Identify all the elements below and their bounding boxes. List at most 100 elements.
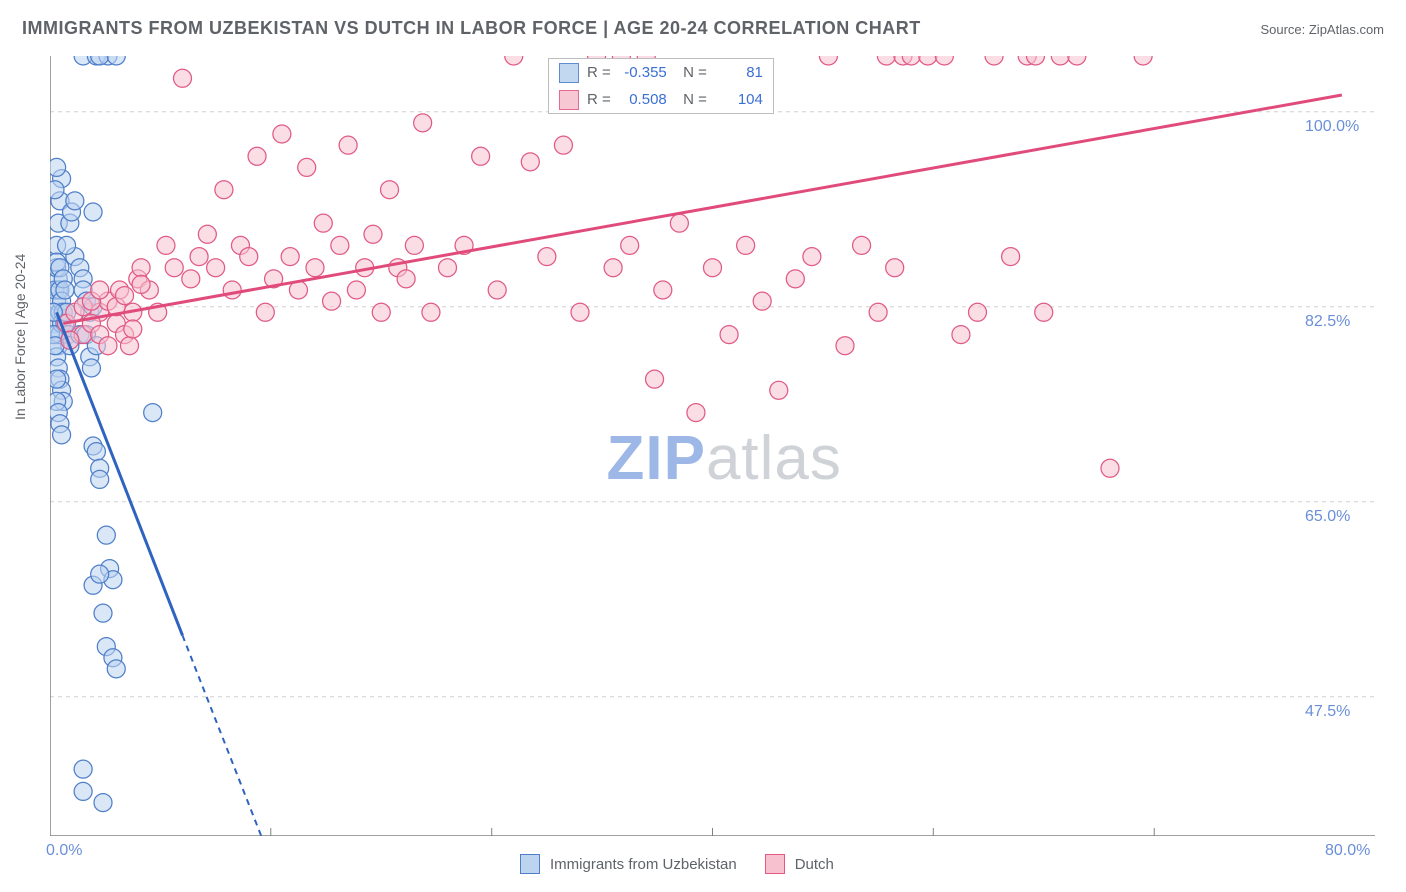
stats-swatch-dutch <box>559 90 579 110</box>
trendline-dutch <box>63 95 1342 323</box>
data-point-dutch <box>1002 248 1020 266</box>
data-point-dutch <box>952 326 970 344</box>
stats-r-label: R = <box>587 91 611 108</box>
y-tick-label: 65.0% <box>1305 508 1350 526</box>
data-point-dutch <box>364 225 382 243</box>
data-point-uzbekistan <box>50 370 66 388</box>
data-point-dutch <box>215 181 233 199</box>
x-tick-label: 80.0% <box>1325 842 1370 860</box>
data-point-uzbekistan <box>56 281 74 299</box>
data-point-dutch <box>397 270 415 288</box>
data-point-dutch <box>803 248 821 266</box>
data-point-uzbekistan <box>53 426 71 444</box>
data-point-dutch <box>132 275 150 293</box>
data-point-dutch <box>604 259 622 277</box>
data-point-dutch <box>819 56 837 65</box>
trendline-uzbekistan <box>57 312 183 635</box>
data-point-dutch <box>1101 459 1119 477</box>
data-point-dutch <box>174 69 192 87</box>
data-point-dutch <box>132 259 150 277</box>
data-point-dutch <box>521 153 539 171</box>
data-point-dutch <box>886 259 904 277</box>
source-label: Source: ZipAtlas.com <box>1260 22 1384 37</box>
legend-swatch-dutch <box>765 854 785 874</box>
data-point-dutch <box>331 236 349 254</box>
data-point-dutch <box>1051 56 1069 65</box>
data-point-uzbekistan <box>97 526 115 544</box>
data-point-dutch <box>372 303 390 321</box>
stats-r-value-dutch: 0.508 <box>619 91 667 108</box>
data-point-dutch <box>687 404 705 422</box>
data-point-dutch <box>165 259 183 277</box>
stats-row-dutch: R =0.508 N =104 <box>549 86 773 113</box>
data-point-dutch <box>1068 56 1086 65</box>
data-point-dutch <box>157 236 175 254</box>
data-point-uzbekistan <box>87 443 105 461</box>
data-point-dutch <box>488 281 506 299</box>
data-point-dutch <box>256 303 274 321</box>
y-tick-label: 100.0% <box>1305 118 1359 136</box>
data-point-dutch <box>877 56 895 65</box>
data-point-dutch <box>99 337 117 355</box>
data-point-dutch <box>347 281 365 299</box>
data-point-uzbekistan <box>50 181 64 199</box>
legend-label-dutch: Dutch <box>795 856 834 873</box>
data-point-dutch <box>281 248 299 266</box>
trendline-ext-uzbekistan <box>183 635 299 836</box>
y-tick-label: 82.5% <box>1305 313 1350 331</box>
data-point-dutch <box>1035 303 1053 321</box>
legend-item-dutch: Dutch <box>765 854 834 874</box>
data-point-dutch <box>919 56 937 65</box>
data-point-dutch <box>737 236 755 254</box>
stats-r-value-uzbekistan: -0.355 <box>619 64 667 81</box>
data-point-dutch <box>646 370 664 388</box>
data-point-dutch <box>381 181 399 199</box>
data-point-dutch <box>414 114 432 132</box>
data-point-uzbekistan <box>84 203 102 221</box>
data-point-uzbekistan <box>50 158 66 176</box>
stats-swatch-uzbekistan <box>559 63 579 83</box>
data-point-dutch <box>704 259 722 277</box>
data-point-dutch <box>124 320 142 338</box>
data-point-dutch <box>182 270 200 288</box>
data-point-dutch <box>248 147 266 165</box>
data-point-dutch <box>770 381 788 399</box>
y-axis-label: In Labor Force | Age 20-24 <box>12 254 28 420</box>
data-point-uzbekistan <box>94 604 112 622</box>
data-point-dutch <box>190 248 208 266</box>
data-point-dutch <box>439 259 457 277</box>
data-point-uzbekistan <box>91 565 109 583</box>
legend-label-uzbekistan: Immigrants from Uzbekistan <box>550 856 737 873</box>
data-point-dutch <box>472 147 490 165</box>
data-point-dutch <box>985 56 1003 65</box>
correlation-stats-box: R =-0.355 N =81R =0.508 N =104 <box>548 58 774 114</box>
data-point-dutch <box>720 326 738 344</box>
data-point-dutch <box>116 287 134 305</box>
data-point-dutch <box>1134 56 1152 65</box>
data-point-dutch <box>853 236 871 254</box>
data-point-uzbekistan <box>107 660 125 678</box>
data-point-dutch <box>935 56 953 65</box>
data-point-dutch <box>753 292 771 310</box>
data-point-dutch <box>786 270 804 288</box>
data-point-dutch <box>306 259 324 277</box>
data-point-dutch <box>207 259 225 277</box>
data-point-dutch <box>314 214 332 232</box>
data-point-uzbekistan <box>58 236 76 254</box>
stats-r-label: R = <box>587 64 611 81</box>
chart-title: IMMIGRANTS FROM UZBEKISTAN VS DUTCH IN L… <box>22 18 921 39</box>
stats-row-uzbekistan: R = -0.355 N = 81 <box>549 59 773 86</box>
y-tick-label: 47.5% <box>1305 703 1350 721</box>
x-tick-label: 0.0% <box>46 842 82 860</box>
stats-n-label: N = <box>675 64 707 81</box>
data-point-dutch <box>571 303 589 321</box>
data-point-uzbekistan <box>94 794 112 812</box>
scatter-plot-svg <box>50 56 1375 836</box>
data-point-uzbekistan <box>74 782 92 800</box>
data-point-dutch <box>240 248 258 266</box>
data-point-dutch <box>121 337 139 355</box>
data-point-dutch <box>298 158 316 176</box>
data-point-uzbekistan <box>91 470 109 488</box>
data-point-dutch <box>505 56 523 65</box>
stats-n-value-uzbekistan: 81 <box>715 64 763 81</box>
